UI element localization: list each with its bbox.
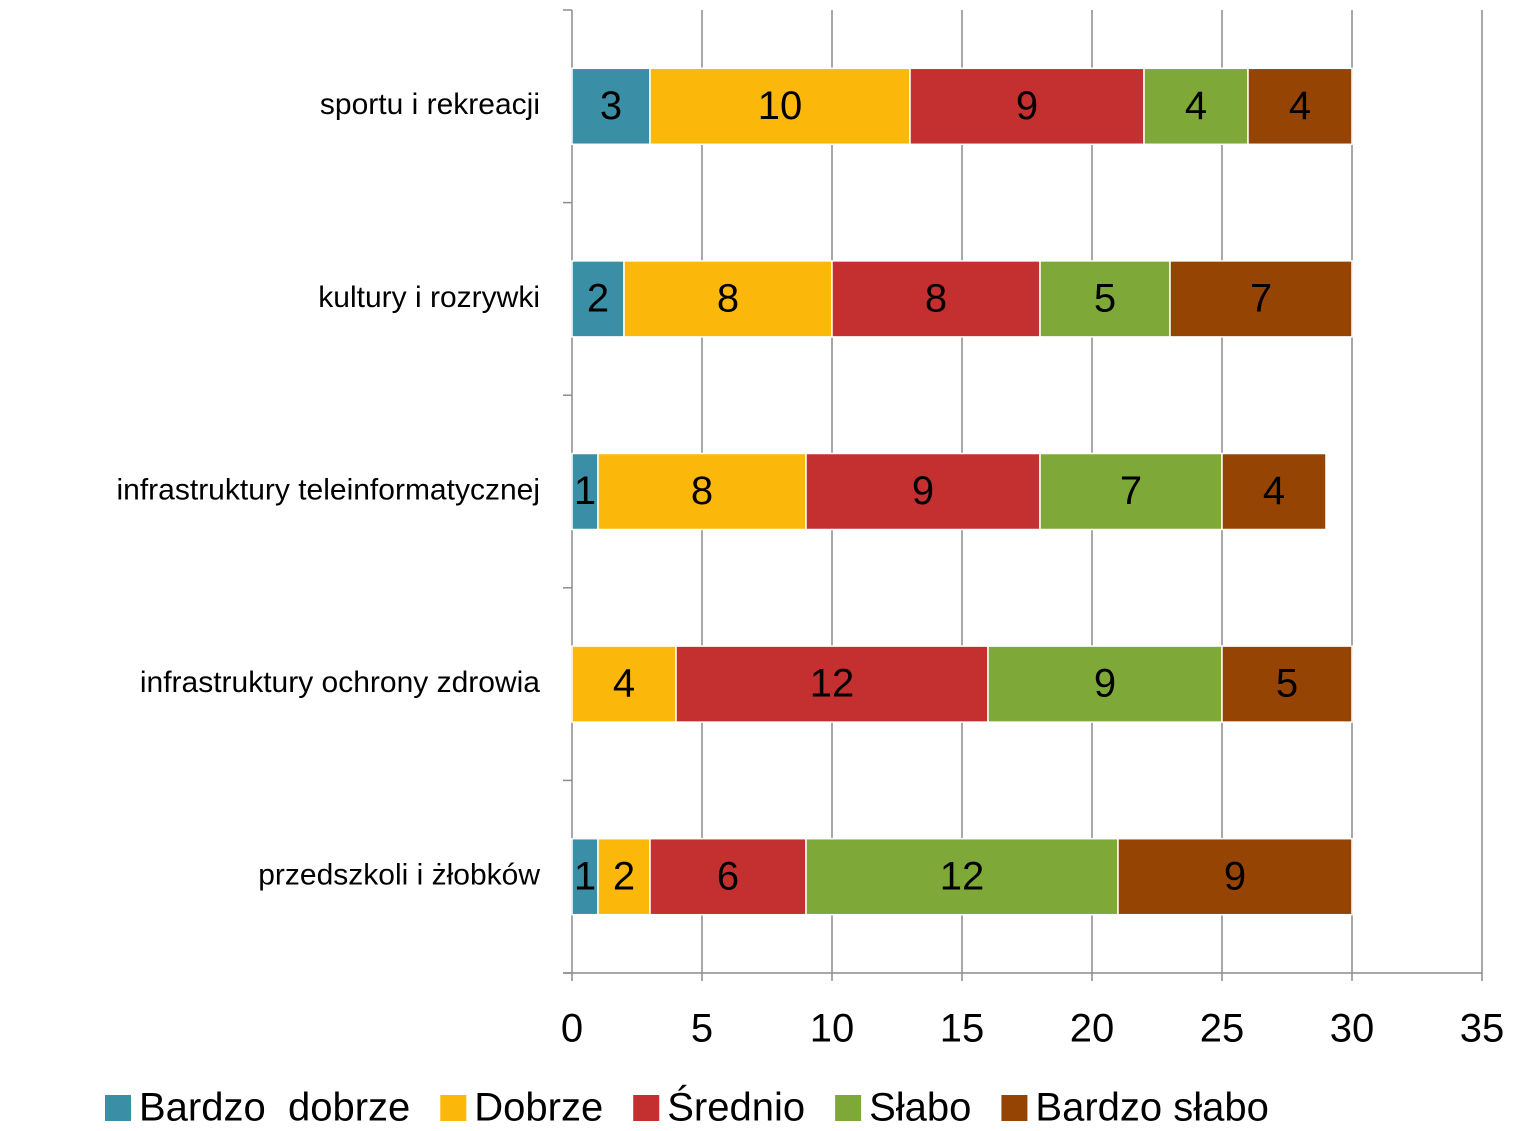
bar-segment <box>649 837 807 916</box>
data-label: 12 <box>810 662 855 706</box>
bar-segment <box>597 837 651 916</box>
bar-segment <box>805 837 1119 916</box>
legend-swatch <box>633 1095 660 1121</box>
bar-segment <box>1169 260 1353 338</box>
x-tick-label: 15 <box>940 1007 985 1051</box>
x-tick-label: 0 <box>561 1007 583 1051</box>
category-label: kultury i rozrywki <box>318 281 540 314</box>
legend-swatch <box>835 1095 862 1121</box>
data-label: 4 <box>1185 84 1207 128</box>
legend-label: Bardzo słabo <box>1035 1086 1268 1130</box>
data-label: 9 <box>1016 84 1038 128</box>
data-label: 9 <box>1094 662 1116 706</box>
x-tick-label: 30 <box>1330 1007 1375 1051</box>
x-tick-label: 25 <box>1200 1007 1245 1051</box>
bar-segment <box>649 67 911 146</box>
data-label: 2 <box>587 276 609 320</box>
data-label: 8 <box>717 276 739 320</box>
bar-segment <box>675 645 989 723</box>
data-label: 5 <box>1276 662 1298 706</box>
bar-segment <box>623 260 833 338</box>
bar-segment <box>571 260 625 338</box>
category-label: infrastruktury teleinformatycznej <box>117 473 541 506</box>
data-label: 2 <box>613 854 635 898</box>
data-label: 7 <box>1250 276 1272 320</box>
bar-segment <box>571 67 651 146</box>
legend-swatch <box>105 1095 131 1121</box>
bar-segment <box>597 452 807 531</box>
data-label: 10 <box>758 84 803 128</box>
bar-segment <box>571 452 599 531</box>
legend-label: Dobrze <box>474 1086 603 1130</box>
bar-segment <box>1117 837 1353 916</box>
data-label: 4 <box>1289 84 1311 128</box>
category-label: sportu i rekreacji <box>320 88 540 121</box>
bar-segment <box>1221 452 1327 531</box>
data-label: 8 <box>925 276 947 320</box>
x-tick-label: 35 <box>1460 1007 1505 1051</box>
legend-swatch <box>440 1095 467 1121</box>
bar-segment <box>1247 67 1353 146</box>
data-label: 12 <box>940 854 985 898</box>
category-label: infrastruktury ochrony zdrowia <box>140 666 540 699</box>
bar-segment <box>1039 452 1223 531</box>
bar-segment <box>831 260 1041 338</box>
bar-segment <box>1039 260 1171 338</box>
data-label: 8 <box>691 469 713 513</box>
data-label: 6 <box>717 854 739 898</box>
x-tick-label: 10 <box>810 1007 855 1051</box>
data-label: 7 <box>1120 469 1142 513</box>
legend-label: Średnio <box>667 1084 805 1130</box>
category-label: przedszkoli i żłobków <box>258 859 540 892</box>
x-tick-label: 5 <box>691 1007 713 1051</box>
data-label: 1 <box>574 469 596 513</box>
data-label: 5 <box>1094 276 1116 320</box>
legend-label: Bardzo dobrze <box>139 1086 410 1130</box>
legend-swatch <box>1001 1095 1028 1121</box>
bar-segment <box>805 452 1041 531</box>
data-label: 4 <box>1263 469 1285 513</box>
bar-segment <box>571 645 677 723</box>
bar-segment <box>1221 645 1353 723</box>
data-label: 9 <box>1224 854 1246 898</box>
bar-segment <box>1143 67 1249 146</box>
data-label: 4 <box>613 662 635 706</box>
data-label: 3 <box>600 84 622 128</box>
legend-label: Słabo <box>869 1086 971 1130</box>
data-label: 1 <box>574 854 596 898</box>
bar-segment <box>987 645 1223 723</box>
bar-segment <box>909 67 1145 146</box>
x-tick-label: 20 <box>1070 1007 1115 1051</box>
data-label: 9 <box>912 469 934 513</box>
